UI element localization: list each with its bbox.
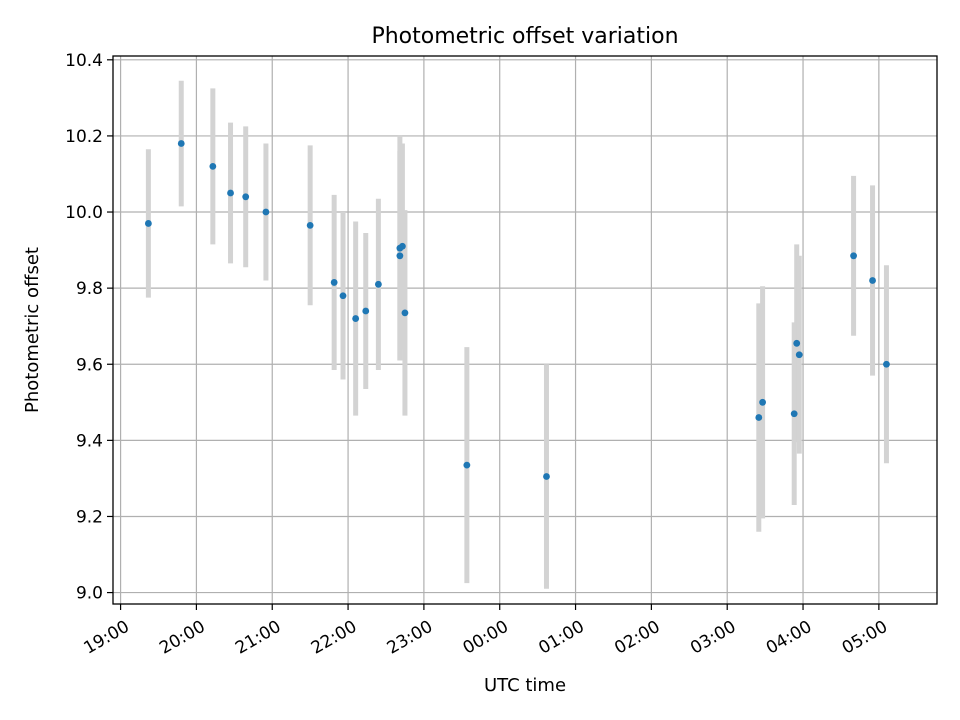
y-tick-label: 9.4: [76, 431, 103, 451]
data-point: [339, 292, 347, 300]
x-axis-label: UTC time: [484, 675, 566, 696]
data-point: [850, 252, 857, 260]
data-point: [306, 221, 314, 229]
data-point: [755, 414, 763, 421]
data-point: [869, 277, 876, 284]
y-tick-label: 10.0: [65, 203, 103, 223]
data-point: [227, 189, 234, 197]
data-point: [242, 193, 250, 201]
data-point: [330, 279, 338, 286]
data-point: [883, 360, 890, 368]
data-point: [144, 220, 152, 227]
data-point: [362, 307, 370, 315]
data-point: [793, 339, 801, 347]
data-point: [790, 410, 798, 418]
y-tick-label: 9.2: [76, 507, 103, 527]
data-point: [543, 473, 550, 480]
y-tick-label: 9.0: [76, 584, 103, 604]
data-point: [463, 461, 471, 469]
data-point: [795, 351, 803, 359]
data-point: [374, 280, 382, 288]
data-point: [262, 208, 270, 216]
data-point: [759, 398, 766, 406]
y-tick-label: 10.2: [65, 127, 103, 147]
y-axis-ticks: 9.0 9.2 9.4 9.6 9.8 10.0 10.2 10.4: [65, 51, 113, 604]
data-point: [396, 252, 404, 260]
chart-title: Photometric offset variation: [371, 24, 678, 49]
data-point: [401, 309, 409, 317]
data-point: [209, 162, 217, 170]
data-points: [144, 140, 890, 480]
y-tick-label: 10.4: [65, 51, 103, 71]
data-point: [352, 315, 360, 322]
y-tick-label: 9.6: [76, 355, 103, 375]
plot-area-frame: [112, 55, 938, 605]
data-point: [177, 140, 185, 147]
data-point: [399, 242, 406, 250]
y-tick-label: 9.8: [76, 279, 103, 299]
y-axis-label: Photometric offset: [22, 247, 43, 413]
